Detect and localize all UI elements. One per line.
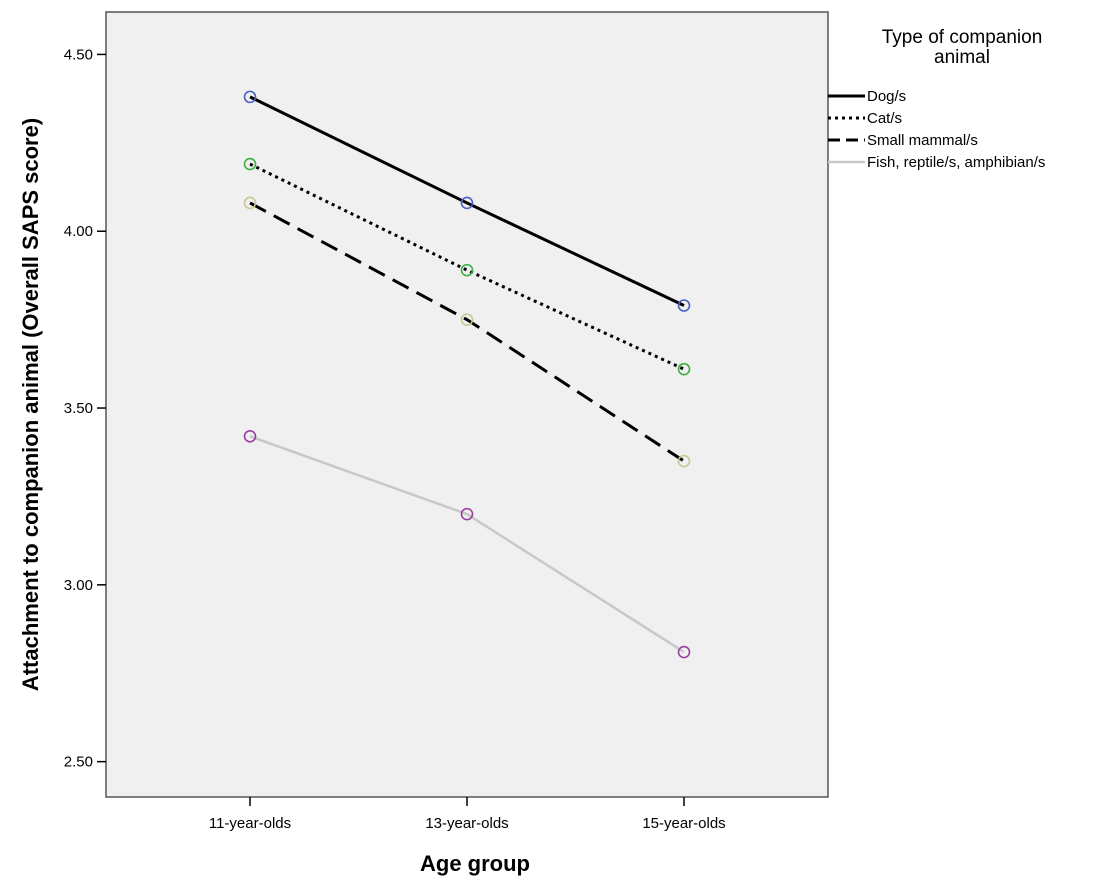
data-point — [460, 313, 474, 326]
data-point — [243, 90, 257, 104]
y-tick-label: 3.00 — [64, 577, 93, 594]
legend-label: Fish, reptile/s, amphibian/s — [867, 154, 1045, 171]
series-line — [249, 95, 685, 307]
legend-title: animal — [934, 47, 990, 68]
series-line — [249, 435, 685, 654]
y-tick-label: 3.50 — [64, 400, 93, 417]
data-point — [460, 196, 474, 210]
data-point — [677, 645, 691, 659]
y-axis-title: Attachment to companion animal (Overall … — [18, 118, 43, 691]
series-group — [243, 90, 691, 659]
y-tick-label: 2.50 — [64, 754, 93, 771]
x-tick-label: 13-year-olds — [425, 815, 508, 832]
y-axis: 2.50 3.00 3.50 4.00 4.50 11-year-olds 13-year-… — [64, 46, 726, 832]
legend-title: Type of companion — [882, 27, 1043, 48]
legend-label: Small mammal/s — [867, 132, 978, 149]
legend-label: Dog/s — [867, 88, 906, 105]
plot-area — [105, 11, 829, 798]
data-point — [243, 196, 257, 210]
data-point — [460, 507, 474, 521]
y-tick-label: 4.50 — [64, 46, 93, 63]
x-tick-label: 15-year-olds — [642, 815, 725, 832]
data-point — [677, 299, 691, 312]
series-line — [249, 201, 685, 463]
data-point — [677, 362, 691, 376]
legend-label: Cat/s — [867, 110, 902, 127]
data-point — [243, 157, 257, 171]
x-tick-label: 11-year-olds — [209, 815, 291, 832]
data-point — [460, 263, 474, 277]
y-tick-label: 4.00 — [64, 223, 93, 240]
data-point — [243, 430, 257, 443]
series-line — [249, 162, 685, 371]
x-axis-title: Age group — [420, 851, 530, 876]
data-point — [677, 454, 691, 468]
